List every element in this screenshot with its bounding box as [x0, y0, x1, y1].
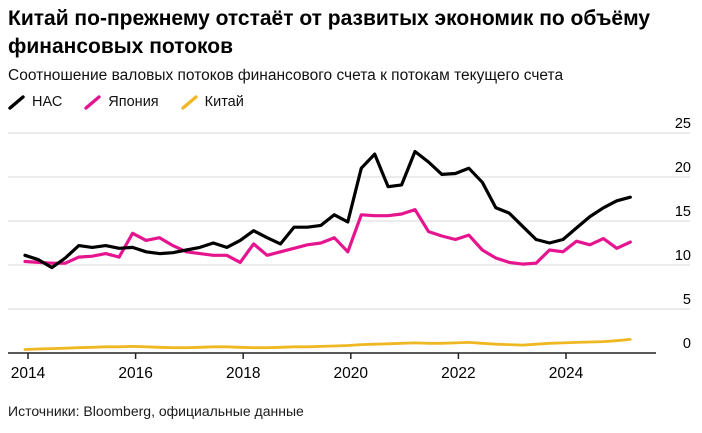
x-tick-label: 2014 [11, 365, 46, 382]
page-title: Китай по-прежнему отстаёт от развитых эк… [8, 7, 651, 58]
legend-label: Япония [108, 94, 159, 110]
line-swatch-icon [8, 94, 25, 110]
legend-item-japan: Япония [84, 94, 159, 110]
x-tick-label: 2018 [226, 365, 260, 382]
chart-area: 0 5 10 15 20 25 2014 2016 2018 2020 2022 2024 [0, 110, 702, 395]
y-tick-label: 10 [675, 248, 691, 264]
x-tick-label: 2024 [549, 365, 584, 382]
line-swatch-icon [180, 94, 198, 110]
y-tick-label: 0 [683, 336, 691, 352]
legend-label: Китай [204, 94, 244, 110]
x-tick-label: 2016 [118, 365, 152, 382]
y-tick-label: 25 [675, 116, 691, 132]
series-line-china [23, 337, 632, 351]
series-line-hac [23, 149, 632, 270]
x-tick-label: 2020 [334, 365, 369, 382]
legend-label: НАС [32, 94, 63, 110]
series-line-japan [23, 207, 632, 266]
source-note: Источники: Bloomberg, официальные данные [8, 403, 304, 419]
y-tick-label: 5 [683, 292, 691, 308]
chart-subtitle: Соотношение валовых потоков финансового … [8, 67, 564, 84]
flows-chart: 0 5 10 15 20 25 2014 2016 2018 2020 2022 2024 [8, 116, 691, 382]
chart-legend: НАС Япония Китай [8, 94, 244, 110]
y-tick-label: 20 [675, 160, 691, 176]
y-tick-label: 15 [675, 204, 691, 220]
x-tick-label: 2022 [441, 365, 475, 382]
line-swatch-icon [84, 94, 101, 110]
legend-item-china: Китай [180, 94, 244, 110]
legend-item-hac: НАС [8, 94, 62, 110]
